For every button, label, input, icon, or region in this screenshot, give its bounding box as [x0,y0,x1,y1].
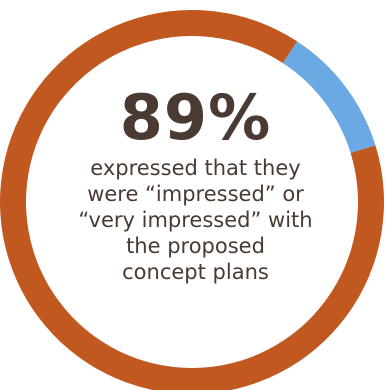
donut-slice-minor [282,41,376,153]
caption-line: expressed that they [90,156,301,180]
headline-caption: expressed that they were “impressed” or … [66,155,326,285]
caption-line: “very impressed” with [78,208,313,232]
caption-line: were “impressed” or [87,182,304,206]
headline-percentage: 89% [119,81,272,154]
caption-line: concept plans [122,260,269,284]
caption-line: the proposed [126,234,265,258]
